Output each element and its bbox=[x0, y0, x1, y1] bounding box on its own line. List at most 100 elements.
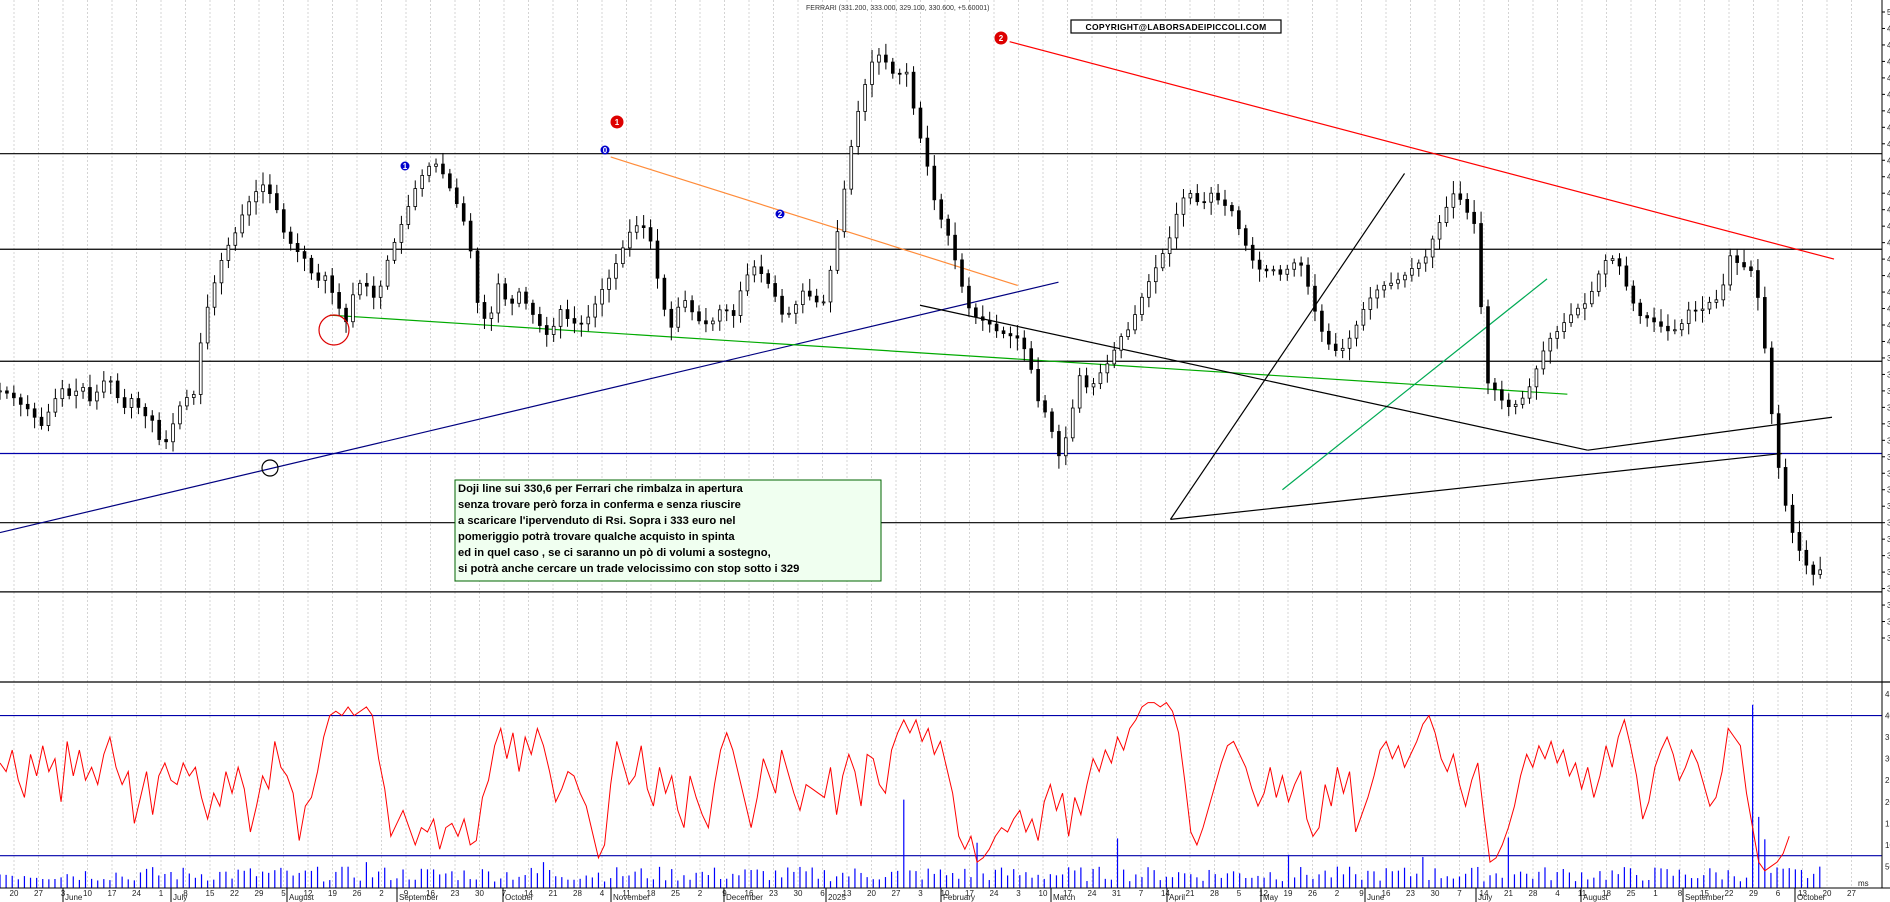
candle-body bbox=[164, 439, 168, 443]
date-tick-label: 19 bbox=[1284, 889, 1293, 898]
month-label: November bbox=[613, 893, 650, 902]
date-tick-label: 8 bbox=[183, 889, 188, 898]
candle-body bbox=[1513, 403, 1518, 407]
volume-tick-label: 35000 bbox=[1885, 733, 1890, 742]
candle-body bbox=[1091, 383, 1096, 388]
candle-body bbox=[634, 225, 639, 233]
candle-body bbox=[1624, 265, 1629, 287]
candle-body bbox=[801, 290, 805, 305]
price-tick-label: 455 bbox=[1887, 156, 1890, 165]
price-tick-label: 315 bbox=[1887, 618, 1890, 627]
date-tick-label: 14 bbox=[1161, 889, 1170, 898]
candle-body bbox=[157, 419, 161, 440]
candle-body bbox=[1693, 309, 1698, 312]
date-tick-label: 5 bbox=[1237, 889, 1242, 898]
date-tick-label: 3 bbox=[1016, 889, 1021, 898]
candle-body bbox=[1430, 238, 1435, 258]
date-tick-label: 14 bbox=[1480, 889, 1489, 898]
date-tick-label: 27 bbox=[1847, 889, 1856, 898]
month-label: October bbox=[1797, 893, 1826, 902]
candle-body bbox=[1735, 255, 1739, 263]
candle-body bbox=[711, 320, 715, 325]
candle-body bbox=[1230, 205, 1234, 212]
wave-label: 0 bbox=[603, 146, 608, 155]
candle-body bbox=[579, 322, 584, 325]
candle-body bbox=[1057, 431, 1061, 457]
candle-body bbox=[1603, 260, 1608, 275]
date-tick-label: 4 bbox=[1555, 889, 1560, 898]
candle-body bbox=[1140, 296, 1144, 315]
date-tick-label: 16 bbox=[426, 889, 435, 898]
candle-body bbox=[191, 394, 196, 398]
candle-body bbox=[1458, 193, 1463, 200]
candle-body bbox=[1437, 222, 1442, 240]
date-tick-label: 14 bbox=[524, 889, 533, 898]
price-tick-label: 405 bbox=[1887, 321, 1890, 330]
date-tick-label: 24 bbox=[132, 889, 141, 898]
candle-body bbox=[25, 403, 30, 410]
candle-body bbox=[18, 397, 23, 405]
candle-body bbox=[171, 423, 175, 443]
trendlines bbox=[0, 41, 1835, 534]
candle-body bbox=[178, 405, 182, 425]
date-tick-label: 17 bbox=[1063, 889, 1072, 898]
price-tick-label: 395 bbox=[1887, 354, 1890, 363]
date-tick-label: 30 bbox=[475, 889, 484, 898]
candle-body bbox=[1077, 375, 1082, 409]
month-label: July bbox=[1478, 893, 1492, 902]
candle-body bbox=[538, 314, 542, 326]
candle-body bbox=[1534, 368, 1539, 388]
candle-body bbox=[1714, 299, 1719, 303]
candle-body bbox=[1181, 197, 1186, 215]
candle-body bbox=[1811, 564, 1816, 575]
date-tick-label: 22 bbox=[1725, 889, 1734, 898]
candle-body bbox=[102, 380, 106, 393]
candle-body bbox=[261, 184, 265, 193]
candle-body bbox=[662, 277, 667, 310]
candle-body bbox=[1147, 281, 1151, 298]
copyright-box bbox=[1070, 19, 1282, 34]
price-tick-label: 330 bbox=[1887, 568, 1890, 577]
candle-body bbox=[1652, 317, 1656, 323]
candle-body bbox=[1153, 267, 1158, 283]
copyright-text: COPYRIGHT@LABORSADEIPICCOLI.COM bbox=[1086, 22, 1267, 32]
candle-body bbox=[1160, 253, 1165, 269]
candle-body bbox=[1243, 228, 1248, 246]
price-tick-label: 350 bbox=[1887, 502, 1890, 511]
candle-body bbox=[1590, 290, 1594, 305]
date-tick-label: 31 bbox=[1112, 889, 1121, 898]
wave-marker bbox=[994, 31, 1008, 45]
candle-body bbox=[185, 397, 189, 407]
candle-body bbox=[987, 319, 992, 325]
candle-body bbox=[12, 392, 16, 399]
month-label: August bbox=[1583, 893, 1609, 902]
candle-body bbox=[475, 250, 480, 303]
candle-body bbox=[897, 72, 902, 75]
month-label: May bbox=[1263, 893, 1278, 902]
trendline bbox=[1170, 452, 1783, 520]
candle-body bbox=[1721, 284, 1726, 301]
month-label: September bbox=[1685, 893, 1724, 902]
date-tick-label: 26 bbox=[353, 889, 362, 898]
candle-body bbox=[1686, 309, 1691, 324]
candle-body bbox=[953, 234, 957, 261]
candle-body bbox=[1638, 302, 1643, 317]
date-tick-label: 6 bbox=[1776, 889, 1781, 898]
price-tick-label: 450 bbox=[1887, 173, 1890, 182]
candle-body bbox=[198, 342, 203, 395]
candle-body bbox=[794, 304, 798, 314]
candle-body bbox=[351, 294, 355, 323]
candle-body bbox=[378, 285, 383, 298]
candle-body bbox=[503, 283, 508, 300]
candle-body bbox=[600, 289, 604, 305]
candle-body bbox=[1223, 199, 1227, 206]
candle-body bbox=[1610, 258, 1615, 261]
date-tick-label: 7 bbox=[1139, 889, 1144, 898]
date-tick-label: 23 bbox=[1406, 889, 1415, 898]
date-tick-label: 24 bbox=[990, 889, 999, 898]
date-tick-label: 29 bbox=[1749, 889, 1758, 898]
candle-body bbox=[884, 54, 888, 63]
candle-body bbox=[1576, 307, 1580, 316]
candle-body bbox=[621, 247, 625, 264]
date-tick-label: 1 bbox=[159, 889, 164, 898]
